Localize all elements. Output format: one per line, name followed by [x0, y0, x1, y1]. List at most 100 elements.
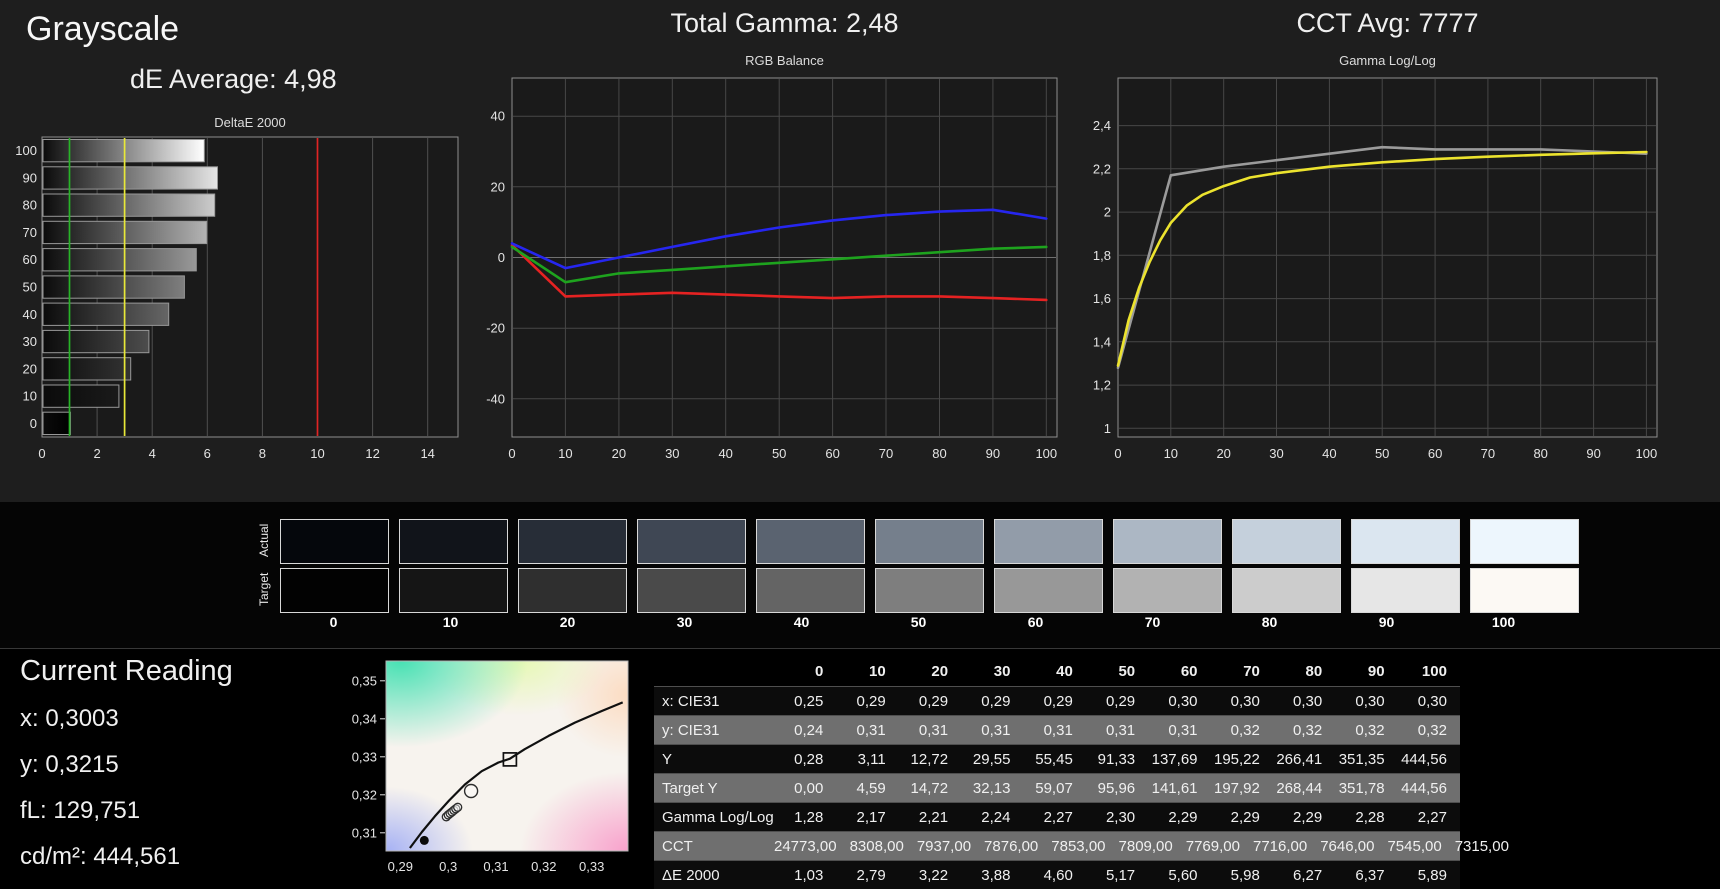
svg-text:0: 0	[30, 416, 37, 431]
table-cell: 0,00	[794, 779, 824, 797]
svg-text:2,2: 2,2	[1093, 161, 1111, 176]
table-cell: 0,32	[1293, 721, 1323, 739]
swatch-column-label: 100	[1491, 614, 1516, 630]
actual-swatch-row	[280, 519, 1579, 564]
svg-text:1: 1	[1104, 421, 1111, 436]
svg-text:90: 90	[986, 446, 1000, 461]
table-cell: 29,55	[972, 750, 1011, 768]
swatch-target-40	[756, 568, 865, 613]
table-row: x: CIE31 0,25 0,29 0,29 0,29 0,29 0,29 0,30 0,30…	[654, 686, 1460, 715]
swatch-column-label: 20	[559, 614, 576, 630]
actual-row-label: Actual	[257, 523, 271, 558]
table-cell: 5,17	[1105, 866, 1136, 884]
table-row: Y 0,28 3,11 12,72 29,55 55,45 91,33 137,69 195,2…	[654, 744, 1460, 773]
table-cell: 0,30	[1355, 692, 1385, 710]
swatch-actual-30	[637, 519, 746, 564]
swatch-actual-0	[280, 519, 389, 564]
table-cell: 2,29	[1168, 808, 1198, 826]
svg-text:6: 6	[204, 446, 211, 461]
svg-text:70: 70	[23, 225, 37, 240]
table-cell: 197,92	[1213, 779, 1260, 797]
table-cell: 91,33	[1097, 750, 1136, 768]
svg-text:80: 80	[23, 198, 37, 213]
swatch-target-90	[1351, 568, 1460, 613]
table-column-header: 20	[931, 663, 949, 680]
table-cell: 0,29	[1105, 692, 1136, 710]
table-cell: 0,31	[1105, 721, 1136, 739]
svg-text:10: 10	[1164, 446, 1178, 461]
svg-text:2: 2	[1104, 205, 1111, 220]
svg-text:1,2: 1,2	[1093, 378, 1111, 393]
svg-text:100: 100	[15, 143, 37, 158]
table-cell: 0,31	[1043, 721, 1073, 739]
table-row: Target Y 0,00 4,59 14,72 32,13 59,07 95,96 141,…	[654, 773, 1460, 802]
svg-text:50: 50	[1375, 446, 1389, 461]
table-column-header: 10	[869, 663, 886, 680]
table-cell: 0,30	[1168, 692, 1198, 710]
svg-text:30: 30	[1269, 446, 1283, 461]
swatch-actual-70	[1113, 519, 1222, 564]
svg-text:12: 12	[365, 446, 379, 461]
table-row-label: x: CIE31	[662, 692, 720, 710]
table-row-label: CCT	[662, 837, 693, 855]
svg-text:30: 30	[23, 334, 37, 349]
rgb-balance-chart-title: RGB Balance	[745, 53, 824, 68]
svg-text:0,3: 0,3	[439, 859, 457, 874]
table-column-header: 0	[815, 663, 824, 680]
reading-x-value: x: 0,3003	[20, 705, 119, 732]
swatch-actual-40	[756, 519, 865, 564]
svg-text:-20: -20	[486, 321, 505, 336]
svg-text:20: 20	[491, 179, 505, 194]
table-cell: 1,03	[794, 866, 824, 884]
table-cell: 2,27	[1417, 808, 1447, 826]
svg-text:0,34: 0,34	[352, 711, 377, 726]
svg-text:100: 100	[1035, 446, 1057, 461]
table-row: ΔE 2000 1,03 2,79 3,22 3,88 4,60 5,17 5,60 5,98 6…	[654, 860, 1460, 889]
svg-text:10: 10	[310, 446, 324, 461]
swatch-target-30	[637, 568, 746, 613]
table-cell: 266,41	[1276, 750, 1323, 768]
svg-text:40: 40	[1322, 446, 1336, 461]
table-cell: 5,98	[1230, 866, 1260, 884]
table-cell: 7545,00	[1387, 837, 1442, 855]
table-header-row: 0 10 20 30 40 50 60 70 80 90 100	[654, 657, 1460, 686]
table-cell: 3,22	[918, 866, 949, 884]
svg-text:20: 20	[23, 361, 37, 376]
svg-text:0: 0	[508, 446, 515, 461]
cie-gradient-background	[386, 661, 628, 851]
cie-plot-overlay: 0,35 0,34 0,33 0,32 0,31 0,29 0,3 0,31 0,32 0,33	[340, 649, 670, 888]
svg-text:14: 14	[420, 446, 434, 461]
swatch-target-0	[280, 568, 389, 613]
table-cell: 444,56	[1401, 779, 1447, 797]
table-cell: 2,30	[1105, 808, 1136, 826]
table-cell: 32,13	[972, 779, 1011, 797]
swatch-actual-100	[1470, 519, 1579, 564]
table-cell: 0,29	[981, 692, 1011, 710]
table-cell: 7315,00	[1454, 837, 1509, 855]
svg-text:2: 2	[93, 446, 100, 461]
table-column-header: 90	[1367, 663, 1385, 680]
svg-text:2,4: 2,4	[1093, 118, 1111, 133]
svg-text:20: 20	[1216, 446, 1230, 461]
swatch-column-label: 80	[1261, 614, 1278, 630]
reading-cdm2-value: cd/m²: 444,561	[20, 843, 181, 870]
table-cell: 2,79	[856, 866, 886, 884]
table-row-label: y: CIE31	[662, 721, 720, 739]
table-cell: 0,30	[1293, 692, 1323, 710]
table-cell: 5,89	[1417, 866, 1447, 884]
cct-avg-label: CCT Avg: 7777	[1296, 8, 1479, 38]
table-cell: 2,29	[1230, 808, 1260, 826]
table-cell: 137,69	[1151, 750, 1198, 768]
table-column-header: 50	[1118, 663, 1136, 680]
table-cell: 6,37	[1355, 866, 1385, 884]
table-column-header: 70	[1243, 663, 1260, 680]
svg-text:0,33: 0,33	[352, 749, 377, 764]
table-cell: 14,72	[910, 779, 949, 797]
svg-text:60: 60	[825, 446, 839, 461]
svg-text:0,31: 0,31	[483, 859, 508, 874]
swatch-column-label: 50	[910, 614, 927, 630]
table-cell: 59,07	[1035, 779, 1073, 797]
table-cell: 2,28	[1355, 808, 1385, 826]
grayscale-swatch-band: Actual Target 0 10 20 30 40 50 60 70 80 90 100	[0, 502, 1720, 648]
svg-text:0,32: 0,32	[531, 859, 556, 874]
